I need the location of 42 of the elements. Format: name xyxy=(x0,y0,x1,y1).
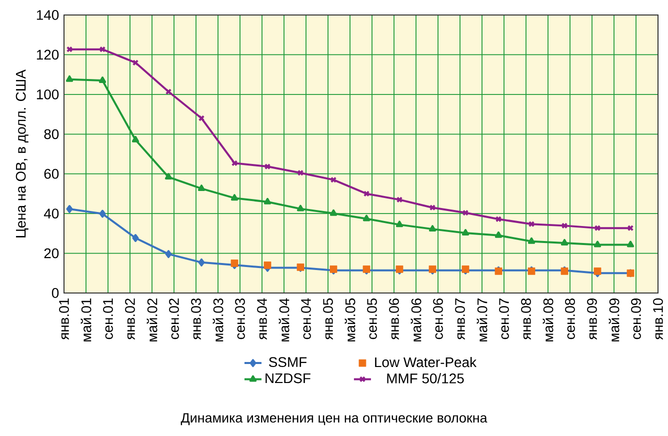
x-tick-label: сен.08 xyxy=(565,298,575,340)
x-tick-label: май.09 xyxy=(608,298,620,342)
x-tick-label: май.02 xyxy=(146,298,158,342)
x-tick-label: сен.05 xyxy=(367,298,377,340)
x-tick-label: сен.04 xyxy=(301,298,311,340)
x-tick-label: янв.08 xyxy=(521,298,531,340)
x-tick-label: янв.02 xyxy=(125,298,135,340)
x-tick-label: май.01 xyxy=(80,298,92,342)
x-tick-label: янв.05 xyxy=(323,298,333,340)
x-tick-label: янв.07 xyxy=(455,298,465,340)
x-tick-label: янв.04 xyxy=(257,298,267,340)
x-tick-label: сен.03 xyxy=(235,298,245,340)
legend-label: MMF 50/125 xyxy=(387,373,464,384)
x-tick-label: сен.06 xyxy=(433,298,443,340)
x-tick-label: сен.01 xyxy=(103,298,113,340)
legend-label: NZDSF xyxy=(266,373,310,384)
x-tick-label: янв.01 xyxy=(59,298,69,340)
x-tick-label: май.08 xyxy=(542,298,554,342)
x-tick-label: май.05 xyxy=(344,298,356,342)
legend-label: SSMF xyxy=(268,357,307,368)
x-tick-label: сен.02 xyxy=(169,298,179,340)
x-tick-label: май.04 xyxy=(278,298,290,342)
x-tick-label: май.03 xyxy=(212,298,224,342)
x-tick-label: сен.07 xyxy=(499,298,509,340)
y-tick-label: 0 xyxy=(52,288,59,298)
x-tick-label: сен.09 xyxy=(631,298,641,340)
legend-label: Low Water-Peak xyxy=(375,356,477,368)
y-tick-label: 100 xyxy=(36,89,59,100)
y-tick-label: 20 xyxy=(44,248,59,258)
text: Динамика изменения цен на оптические волокна xyxy=(180,413,488,426)
y-axis-title: Цена на ОВ, в долл. США xyxy=(16,70,28,238)
y-tick-label: 140 xyxy=(36,10,59,20)
x-tick-label: янв.06 xyxy=(389,298,399,340)
y-tick-label: 40 xyxy=(44,208,59,219)
y-tick-label: 60 xyxy=(44,168,59,179)
x-tick-label: май.06 xyxy=(410,298,422,342)
x-tick-label: янв.09 xyxy=(587,298,597,340)
y-tick-label: 120 xyxy=(36,50,59,60)
y-tick-label: 80 xyxy=(44,129,59,140)
x-tick-label: янв.10 xyxy=(653,298,663,340)
x-tick-label: май.07 xyxy=(476,298,488,342)
x-tick-label: янв.03 xyxy=(191,298,201,340)
